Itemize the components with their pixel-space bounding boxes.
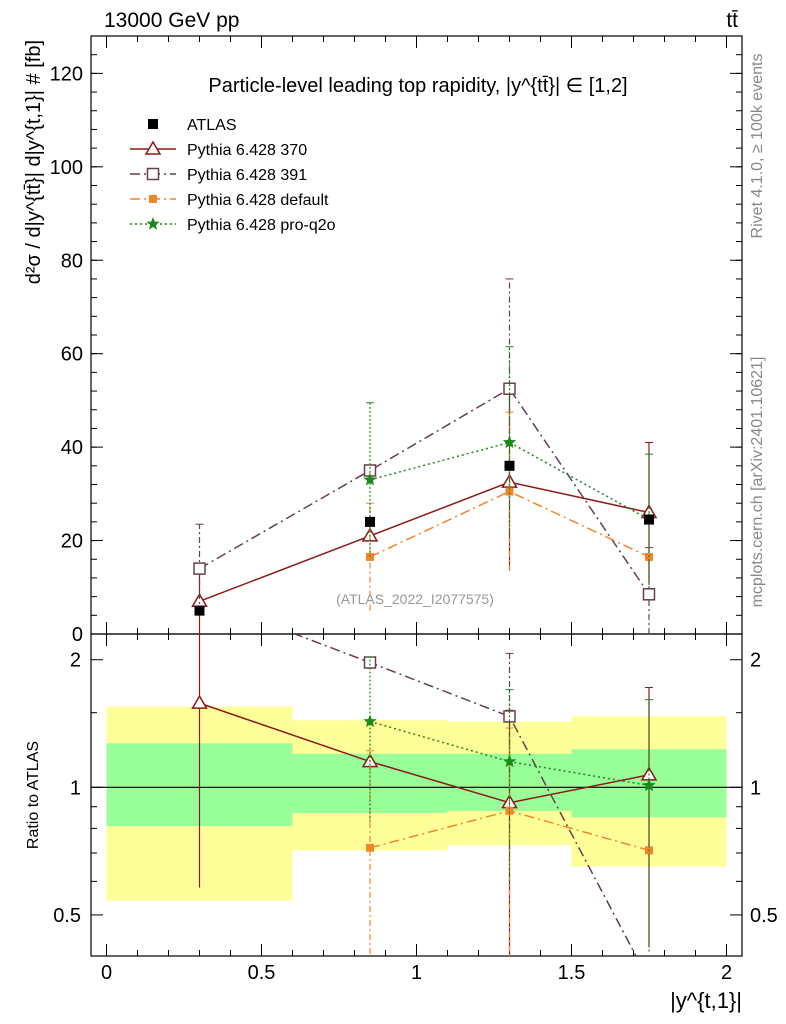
data-point-main-4-1 bbox=[363, 472, 377, 486]
y-tick-label-3: 60 bbox=[61, 344, 83, 366]
ratio-tick-label-right-1: 1 bbox=[750, 777, 761, 799]
ratio-tick-label-right-2: 2 bbox=[750, 650, 761, 672]
y-tick-label-2: 40 bbox=[61, 437, 83, 459]
x-tick-label-2: 1 bbox=[411, 962, 422, 984]
y-axis-label: d²σ / d|y^{tt̄}| d|y^{t,1}| # [fb] bbox=[23, 40, 45, 284]
ratio-axis-label: Ratio to ATLAS bbox=[25, 741, 42, 849]
ratio-tick-label-left-2: 2 bbox=[70, 650, 81, 672]
legend-marker-1 bbox=[144, 140, 162, 155]
legend-label-4: Pythia 6.428 pro-q2o bbox=[187, 217, 336, 234]
x-axis-label: |y^{t,1}| bbox=[670, 988, 742, 1013]
data-point-main-2-0 bbox=[193, 562, 206, 575]
legend-label-2: Pythia 6.428 391 bbox=[187, 167, 307, 184]
series-line-ratio-2 bbox=[292, 634, 637, 956]
legend-entry-0: ATLAS bbox=[148, 117, 237, 134]
side-label-mcplots: mcplots.cern.ch [arXiv:2401.10621] bbox=[749, 357, 766, 608]
series-main-2 bbox=[193, 278, 656, 634]
x-tick-label-0: 0 bbox=[101, 962, 112, 984]
y-tick-label-1: 20 bbox=[61, 531, 83, 553]
series-line-main-2 bbox=[199, 387, 650, 595]
header-final-state: tt̄ bbox=[726, 9, 738, 32]
data-point-ratio-4-1 bbox=[363, 714, 377, 728]
data-point-ratio-2-3 bbox=[644, 975, 655, 986]
ratio-tick-label-left-1: 1 bbox=[70, 777, 81, 799]
chart-title: Particle-level leading top rapidity, |y^… bbox=[208, 75, 627, 97]
legend: ATLAS Pythia 6.428 370 Pythia 6.428 391 Pyt… bbox=[130, 117, 336, 234]
series-ratio-4 bbox=[363, 656, 656, 952]
legend-marker-2 bbox=[146, 167, 160, 181]
y-tick-label-4: 80 bbox=[61, 250, 83, 272]
legend-marker-3 bbox=[149, 195, 157, 203]
data-point-ratio-3-1 bbox=[366, 843, 374, 852]
y-tick-label-6: 120 bbox=[50, 63, 83, 85]
data-point-main-4-2 bbox=[502, 435, 517, 449]
y-tick-label-5: 100 bbox=[50, 157, 83, 179]
legend-label-3: Pythia 6.428 default bbox=[187, 192, 329, 209]
series-line-ratio-1 bbox=[199, 702, 650, 804]
series-main-0 bbox=[194, 460, 654, 616]
ratio-tick-label-left-0: 0.5 bbox=[53, 905, 81, 927]
legend-entry-3: Pythia 6.428 default bbox=[130, 192, 329, 209]
y-tick-label-0: 0 bbox=[72, 624, 83, 646]
data-point-main-2-3 bbox=[642, 588, 656, 601]
legend-label-0: ATLAS bbox=[187, 117, 237, 134]
data-point-main-0-0 bbox=[194, 605, 205, 616]
legend-entry-2: Pythia 6.428 391 bbox=[130, 167, 307, 184]
legend-marker-0 bbox=[148, 119, 158, 129]
data-point-main-0-2 bbox=[504, 460, 515, 471]
analysis-watermark: (ATLAS_2022_I2077575) bbox=[336, 591, 494, 607]
data-point-ratio-1-0 bbox=[191, 694, 208, 709]
data-point-main-0-1 bbox=[365, 516, 375, 527]
x-tick-label-3: 1.5 bbox=[558, 962, 586, 984]
data-point-main-3-2 bbox=[505, 487, 514, 496]
series-layer bbox=[191, 278, 658, 986]
series-line-main-4 bbox=[369, 441, 650, 521]
data-point-ratio-2-1 bbox=[363, 656, 377, 669]
ratio-tick-label-right-0: 0.5 bbox=[750, 905, 778, 927]
data-point-main-0-3 bbox=[644, 514, 654, 525]
series-line-main-1 bbox=[199, 481, 650, 602]
legend-marker-4 bbox=[146, 217, 160, 230]
side-label-rivet: Rivet 4.1.0, ≥ 100k events bbox=[749, 54, 766, 239]
data-point-ratio-4-3 bbox=[642, 778, 656, 792]
header-process: 13000 GeV pp bbox=[104, 9, 239, 32]
data-point-ratio-3-2 bbox=[505, 806, 514, 815]
data-point-ratio-4-2 bbox=[502, 754, 517, 768]
legend-entry-4: Pythia 6.428 pro-q2o bbox=[130, 217, 336, 234]
x-tick-label-1: 0.5 bbox=[248, 962, 276, 984]
x-tick-label-4: 2 bbox=[721, 962, 732, 984]
legend-label-1: Pythia 6.428 370 bbox=[187, 142, 307, 159]
legend-entry-1: Pythia 6.428 370 bbox=[130, 140, 307, 159]
